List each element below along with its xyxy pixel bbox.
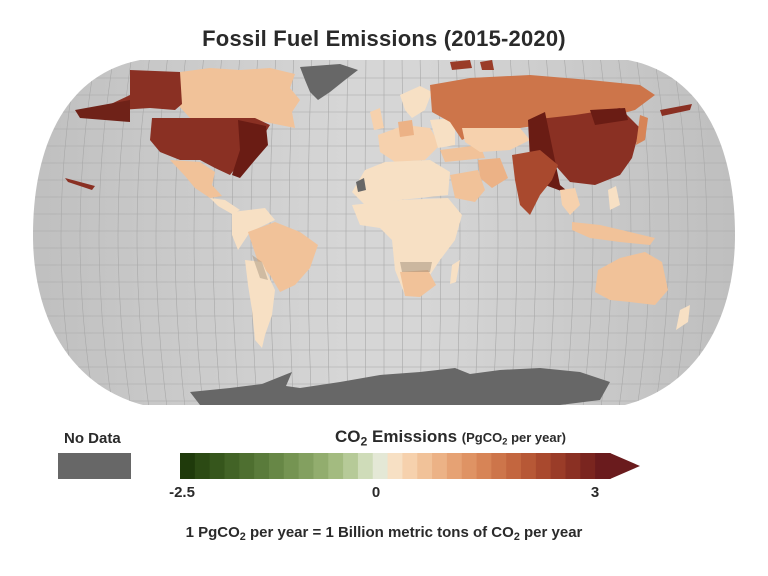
russia-arctic [450,60,494,70]
iran [478,158,508,188]
north-africa [352,160,450,205]
japan-extrusion [660,104,692,116]
southeast-asia [560,188,580,215]
extend-max-arrow [610,453,640,479]
eastern-europe [430,118,455,148]
unit-footnote: 1 PgCO2 per year = 1 Billion metric tons… [185,524,583,544]
turkey [440,145,485,162]
brazil [248,222,318,292]
africa-shadow [400,262,432,272]
south-america-north [232,208,275,250]
new-zealand [676,305,690,330]
alaska-extrusion [75,100,130,122]
philippines [608,186,620,210]
south-africa [400,270,436,297]
japan [636,115,648,145]
russia [430,75,655,140]
map-title: Fossil Fuel Emissions (2015-2020) [202,26,566,51]
germany [398,120,414,137]
australia [595,252,668,305]
india [512,150,558,215]
tick-zero: 0 [371,484,381,501]
tick-max: 3 [590,484,600,501]
south-america-shadow [252,255,268,280]
scandinavia [400,86,432,118]
saudi-arabia [450,170,485,202]
color-scale-bar [180,453,640,479]
central-africa [352,198,462,295]
mexico [170,160,222,198]
kazakhstan [462,128,530,152]
antarctica [190,368,610,405]
legend-title: CO2 Emissions (PgCO2 per year) [335,427,566,449]
madagascar [450,260,460,284]
uk [370,108,384,130]
ocean-background [33,60,735,405]
usa-extrusion [232,120,268,178]
greenland [300,64,358,100]
western-europe [378,125,440,162]
china-extrusion-2 [590,108,628,125]
canada [178,68,300,128]
central-america [210,198,240,214]
no-data-label: No Data [64,430,121,447]
argentina-chile [245,260,275,348]
tick-min: -2.5 [169,484,195,501]
no-data-swatch [58,453,131,479]
world-map [0,55,768,415]
western-sahara [356,178,366,192]
hawaii [65,178,95,190]
indonesia [572,222,655,245]
